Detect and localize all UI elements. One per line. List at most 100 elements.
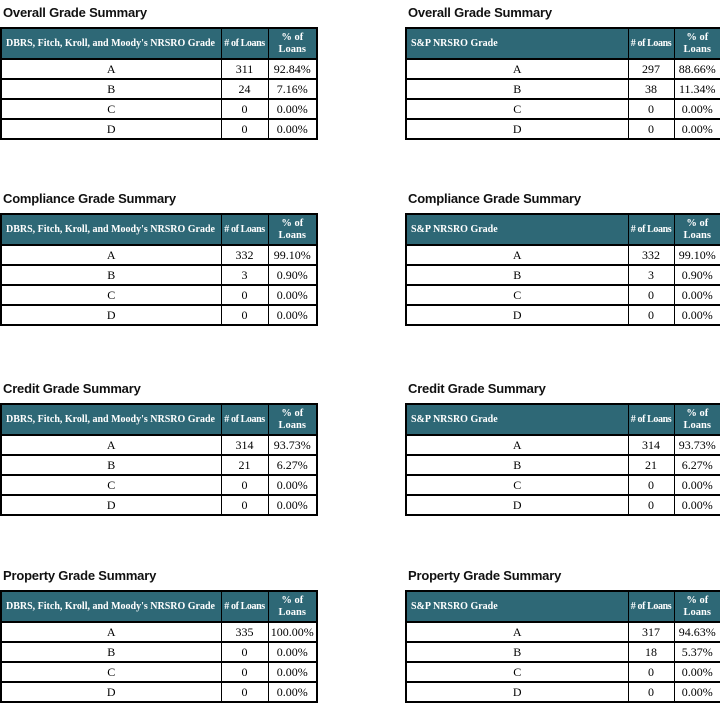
table-row-grade-a: A 335 100.00%	[0, 621, 318, 643]
loan-count-cell: 0	[627, 284, 675, 306]
column-header-pct-loans: % of Loans	[673, 590, 720, 623]
table-title: Credit Grade Summary	[408, 381, 546, 396]
grade-summary-block: Compliance Grade Summary S&P NRSRO Grade…	[405, 190, 720, 380]
grade-table-body: A 332 99.10% B 3 0.90% C 0 0.00% D 0	[0, 244, 318, 326]
column-header-num-loans: # of Loans	[627, 27, 675, 60]
loan-percent-cell: 0.00%	[267, 118, 318, 140]
loan-percent-cell: 0.00%	[673, 98, 720, 120]
table-row-grade-d: D 0 0.00%	[0, 118, 318, 140]
loan-percent-cell: 93.73%	[673, 434, 720, 456]
column-header-nrsro-grade: DBRS, Fitch, Kroll, and Moody's NRSRO Gr…	[0, 27, 222, 60]
grade-table-body: A 297 88.66% B 38 11.34% C 0 0.00% D 0	[405, 58, 720, 140]
table-row-grade-c: C 0 0.00%	[0, 661, 318, 683]
table-title: Property Grade Summary	[408, 568, 562, 583]
grade-summary-block: Credit Grade Summary DBRS, Fitch, Kroll,…	[0, 380, 318, 567]
column-header-nrsro-grade: DBRS, Fitch, Kroll, and Moody's NRSRO Gr…	[0, 590, 222, 623]
grade-cell: C	[405, 284, 629, 306]
table-title: Overall Grade Summary	[408, 5, 552, 20]
loan-percent-cell: 6.27%	[673, 454, 720, 476]
loan-percent-cell: 93.73%	[267, 434, 318, 456]
grade-cell: C	[0, 474, 222, 496]
table-row-grade-a: A 332 99.10%	[405, 244, 720, 266]
grade-table-header: DBRS, Fitch, Kroll, and Moody's NRSRO Gr…	[0, 403, 318, 436]
grade-table-header: DBRS, Fitch, Kroll, and Moody's NRSRO Gr…	[0, 27, 318, 60]
table-row-grade-a: A 311 92.84%	[0, 58, 318, 80]
loan-percent-cell: 92.84%	[267, 58, 318, 80]
header-row: S&P NRSRO Grade # of Loans % of Loans	[405, 27, 720, 60]
loan-percent-cell: 6.27%	[267, 454, 318, 476]
table-row-grade-a: A 332 99.10%	[0, 244, 318, 266]
loan-count-cell: 38	[627, 78, 675, 100]
grade-cell: A	[405, 434, 629, 456]
loan-percent-cell: 94.63%	[673, 621, 720, 643]
header-row: DBRS, Fitch, Kroll, and Moody's NRSRO Gr…	[0, 27, 318, 60]
grade-cell: A	[405, 58, 629, 80]
grade-table-header: S&P NRSRO Grade # of Loans % of Loans	[405, 403, 720, 436]
table-row-grade-d: D 0 0.00%	[405, 681, 720, 703]
loan-count-cell: 0	[627, 304, 675, 326]
column-header-pct-loans: % of Loans	[267, 403, 318, 436]
loan-percent-cell: 0.00%	[267, 681, 318, 703]
loan-percent-cell: 0.00%	[267, 494, 318, 516]
grade-table-body: A 332 99.10% B 3 0.90% C 0 0.00% D 0	[405, 244, 720, 326]
column-header-num-loans: # of Loans	[627, 213, 675, 246]
table-title: Property Grade Summary	[3, 568, 157, 583]
grade-cell: C	[0, 284, 222, 306]
column-header-pct-loans: % of Loans	[267, 213, 318, 246]
grade-table: DBRS, Fitch, Kroll, and Moody's NRSRO Gr…	[0, 403, 318, 516]
grade-cell: A	[0, 621, 222, 643]
loan-count-cell: 0	[627, 661, 675, 683]
loan-percent-cell: 100.00%	[267, 621, 318, 643]
column-header-num-loans: # of Loans	[220, 213, 269, 246]
grade-table-body: A 311 92.84% B 24 7.16% C 0 0.00% D 0	[0, 58, 318, 140]
grade-cell: B	[0, 641, 222, 663]
loan-count-cell: 0	[627, 98, 675, 120]
loan-count-cell: 3	[220, 264, 269, 286]
grade-table: S&P NRSRO Grade # of Loans % of Loans A …	[405, 590, 720, 703]
loan-percent-cell: 99.10%	[673, 244, 720, 266]
header-row: S&P NRSRO Grade # of Loans % of Loans	[405, 590, 720, 623]
grade-cell: C	[0, 98, 222, 120]
loan-count-cell: 24	[220, 78, 269, 100]
table-row-grade-c: C 0 0.00%	[405, 98, 720, 120]
loan-count-cell: 314	[627, 434, 675, 456]
grade-cell: D	[405, 304, 629, 326]
loan-percent-cell: 0.00%	[267, 304, 318, 326]
loan-percent-cell: 0.00%	[673, 474, 720, 496]
loan-count-cell: 0	[627, 494, 675, 516]
loan-percent-cell: 0.00%	[673, 494, 720, 516]
grade-cell: D	[0, 681, 222, 703]
loan-count-cell: 335	[220, 621, 269, 643]
grade-cell: B	[405, 641, 629, 663]
column-header-nrsro-grade: DBRS, Fitch, Kroll, and Moody's NRSRO Gr…	[0, 403, 222, 436]
grade-summary-block: Credit Grade Summary S&P NRSRO Grade # o…	[405, 380, 720, 567]
grade-cell: C	[405, 474, 629, 496]
grade-cell: B	[0, 454, 222, 476]
table-row-grade-d: D 0 0.00%	[405, 304, 720, 326]
loan-percent-cell: 0.00%	[267, 98, 318, 120]
loan-percent-cell: 0.00%	[673, 681, 720, 703]
loan-count-cell: 332	[627, 244, 675, 266]
loan-percent-cell: 5.37%	[673, 641, 720, 663]
table-title: Overall Grade Summary	[3, 5, 147, 20]
column-header-nrsro-grade: S&P NRSRO Grade	[405, 403, 629, 436]
column-header-nrsro-grade: S&P NRSRO Grade	[405, 27, 629, 60]
table-row-grade-d: D 0 0.00%	[405, 118, 720, 140]
grade-table-header: S&P NRSRO Grade # of Loans % of Loans	[405, 27, 720, 60]
table-row-grade-c: C 0 0.00%	[405, 474, 720, 496]
loan-percent-cell: 0.90%	[267, 264, 318, 286]
loan-percent-cell: 0.00%	[267, 284, 318, 306]
table-row-grade-b: B 21 6.27%	[405, 454, 720, 476]
loan-count-cell: 21	[627, 454, 675, 476]
grade-cell: D	[405, 681, 629, 703]
loan-percent-cell: 0.00%	[267, 474, 318, 496]
grade-table-header: S&P NRSRO Grade # of Loans % of Loans	[405, 590, 720, 623]
grade-cell: C	[0, 661, 222, 683]
loan-percent-cell: 0.00%	[267, 641, 318, 663]
loan-count-cell: 18	[627, 641, 675, 663]
loan-percent-cell: 88.66%	[673, 58, 720, 80]
grade-table-header: DBRS, Fitch, Kroll, and Moody's NRSRO Gr…	[0, 590, 318, 623]
table-row-grade-d: D 0 0.00%	[405, 494, 720, 516]
grade-table: DBRS, Fitch, Kroll, and Moody's NRSRO Gr…	[0, 27, 318, 140]
